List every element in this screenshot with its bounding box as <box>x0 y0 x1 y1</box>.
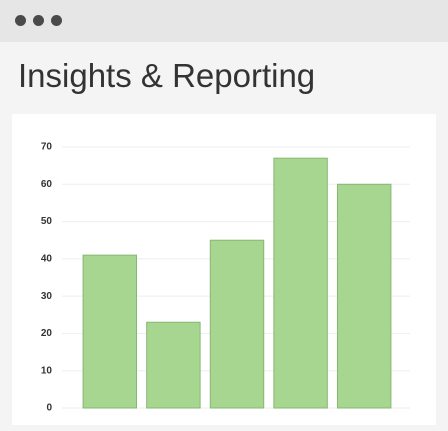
window-bar <box>0 0 448 42</box>
y-tick-label: 60 <box>41 179 53 190</box>
window-button[interactable] <box>15 15 26 26</box>
y-tick-label: 0 <box>46 403 52 414</box>
bar <box>146 321 201 409</box>
window-button[interactable] <box>33 15 44 26</box>
bar <box>209 239 265 409</box>
bar <box>336 183 392 409</box>
y-tick-label: 70 <box>41 142 53 153</box>
window-button[interactable] <box>51 15 62 26</box>
bar <box>82 254 138 409</box>
y-tick-label: 50 <box>41 216 53 227</box>
y-tick-label: 40 <box>41 253 53 264</box>
y-tick-label: 30 <box>41 291 53 302</box>
page-title: Insights & Reporting <box>18 57 316 94</box>
y-tick-label: 20 <box>41 328 53 339</box>
y-tick-label: 10 <box>41 365 53 376</box>
bar <box>273 157 328 409</box>
